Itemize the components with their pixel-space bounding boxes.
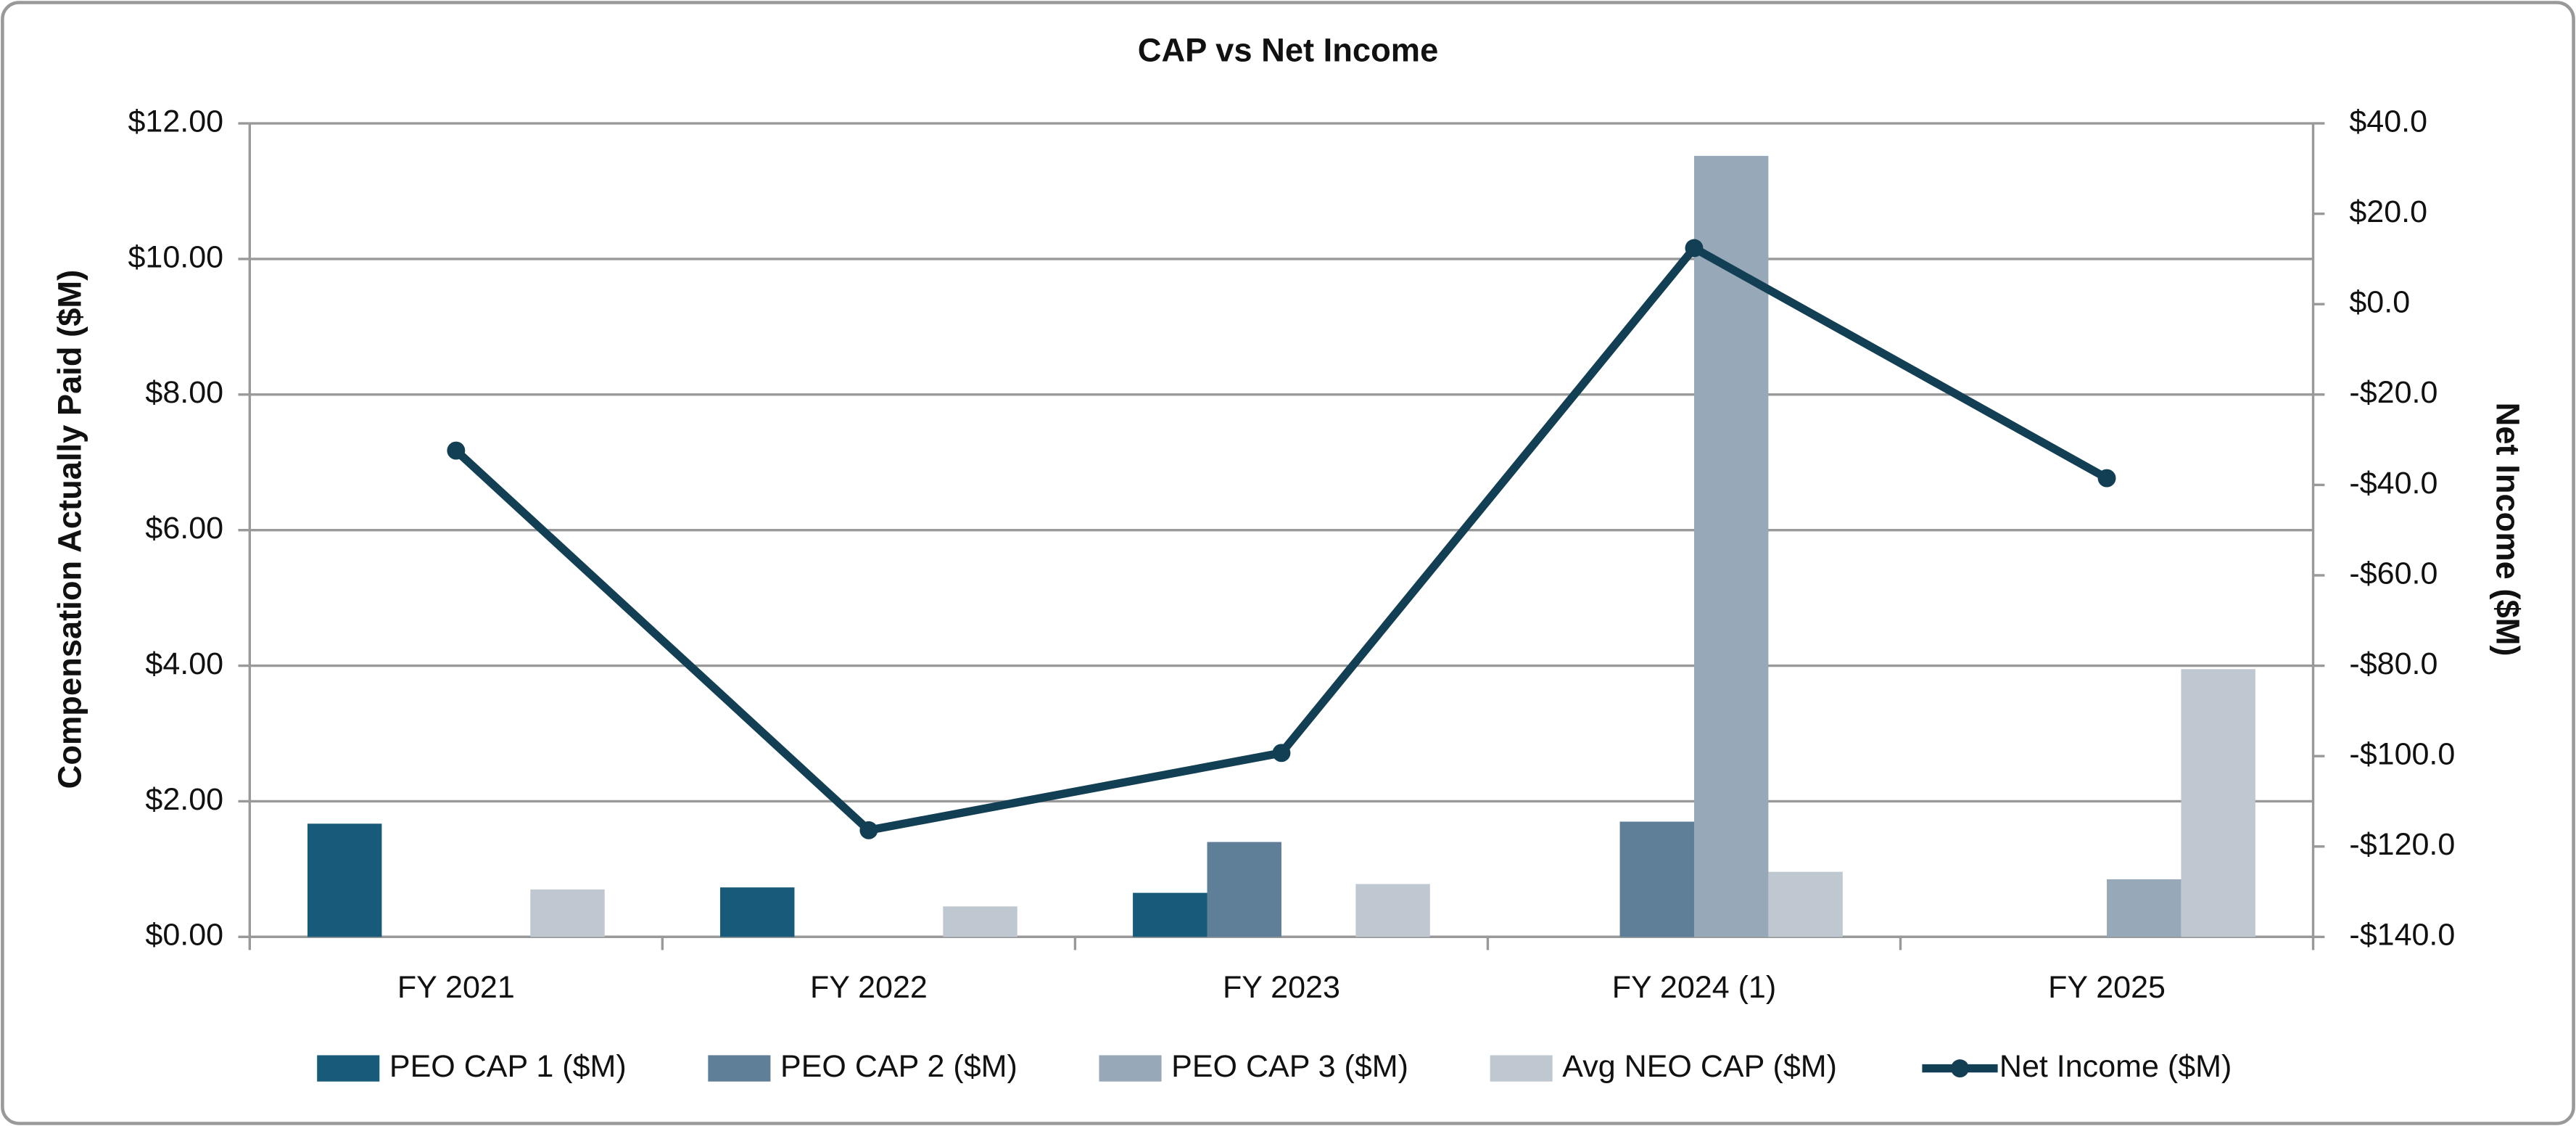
x-tick-label: FY 2021 xyxy=(397,970,515,1005)
y-tick-label: $10.00 xyxy=(128,239,223,274)
y-tick-label: $4.00 xyxy=(145,646,223,681)
bar xyxy=(2107,879,2181,937)
chart-title: CAP vs Net Income xyxy=(1138,32,1439,69)
y2-tick-label: -$80.0 xyxy=(2349,646,2437,681)
y-axis-title: Compensation Actually Paid ($M) xyxy=(51,270,88,789)
y2-tick-label: -$140.0 xyxy=(2349,918,2455,953)
y2-tick-label: -$20.0 xyxy=(2349,375,2437,410)
x-tick-label: FY 2025 xyxy=(2048,970,2166,1005)
bar xyxy=(1207,842,1281,937)
line-marker xyxy=(859,821,878,839)
legend-label: Net Income ($M) xyxy=(1999,1049,2232,1084)
legend-swatch xyxy=(1099,1055,1162,1082)
x-tick-label: FY 2023 xyxy=(1223,970,1340,1005)
bar xyxy=(2181,669,2255,937)
y2-tick-label: -$40.0 xyxy=(2349,466,2437,501)
legend-swatch xyxy=(1490,1055,1553,1082)
legend-swatch-marker xyxy=(1951,1059,1969,1078)
bar xyxy=(1133,892,1208,937)
y-tick-label: $12.00 xyxy=(128,104,223,139)
legend-label: PEO CAP 3 ($M) xyxy=(1171,1049,1408,1084)
line-marker xyxy=(1272,744,1291,763)
y2-tick-label: -$100.0 xyxy=(2349,737,2455,772)
y2-tick-label: -$60.0 xyxy=(2349,556,2437,591)
y2-tick-label: $40.0 xyxy=(2349,104,2427,139)
y2-tick-label: $0.0 xyxy=(2349,285,2410,320)
y2-tick-label: $20.0 xyxy=(2349,194,2427,229)
y2-axis-title: Net Income ($M) xyxy=(2490,403,2527,657)
legend-label: Avg NEO CAP ($M) xyxy=(1562,1049,1837,1084)
y-tick-label: $8.00 xyxy=(145,375,223,410)
legend-label: PEO CAP 2 ($M) xyxy=(780,1049,1017,1084)
x-tick-label: FY 2022 xyxy=(810,970,928,1005)
legend-label: PEO CAP 1 ($M) xyxy=(389,1049,627,1084)
legend-swatch xyxy=(708,1055,771,1082)
line-marker xyxy=(447,441,466,460)
line-marker xyxy=(1685,239,1704,258)
bar xyxy=(943,906,1017,937)
y-tick-label: $0.00 xyxy=(145,918,223,953)
bar xyxy=(1768,871,1843,937)
y-tick-label: $2.00 xyxy=(145,782,223,817)
bar xyxy=(1619,821,1694,937)
x-tick-label: FY 2024 (1) xyxy=(1612,970,1776,1005)
bar xyxy=(307,823,382,937)
bar xyxy=(530,889,605,937)
line-marker xyxy=(2097,469,2116,488)
y2-tick-label: -$120.0 xyxy=(2349,827,2455,862)
y-tick-label: $6.00 xyxy=(145,511,223,546)
bar xyxy=(720,887,795,937)
legend-swatch xyxy=(317,1055,380,1082)
bar xyxy=(1355,884,1430,937)
